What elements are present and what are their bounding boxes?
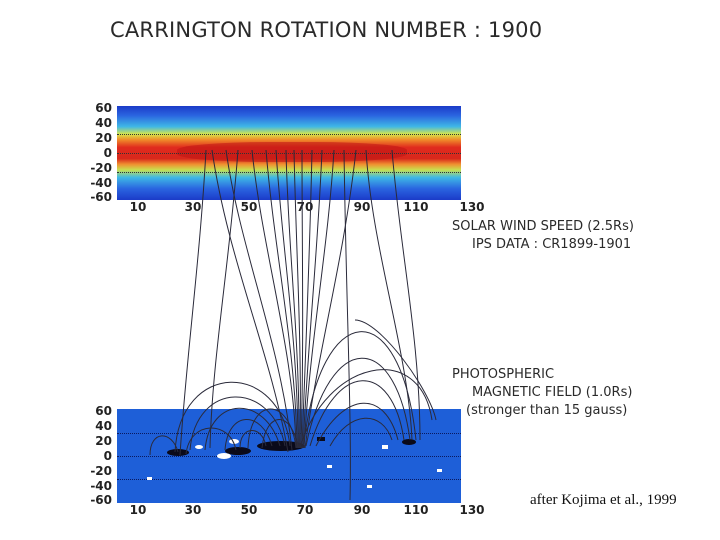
bottom-x-tick: 30 — [184, 503, 202, 517]
top-y-tick: 60 — [95, 101, 112, 115]
top-x-tick: 130 — [459, 200, 485, 214]
solar-wind-map — [117, 106, 461, 200]
bottom-x-tick: 130 — [459, 503, 485, 517]
bottom-x-tick: 70 — [296, 503, 314, 517]
gauss-threshold-label: (stronger than 15 gauss) — [466, 403, 628, 418]
bottom-y-tick: 0 — [103, 449, 112, 463]
top-y-tick: 20 — [95, 131, 112, 145]
bottom-x-tick: 10 — [129, 503, 147, 517]
solar-wind-label: SOLAR WIND SPEED (2.5Rs) — [452, 219, 634, 234]
bottom-y-tick: -20 — [90, 464, 112, 478]
magnetic-field-label: MAGNETIC FIELD (1.0Rs) — [472, 385, 633, 400]
ips-data-label: IPS DATA : CR1899-1901 — [472, 237, 632, 252]
top-x-tick: 90 — [353, 200, 371, 214]
bottom-x-tick: 110 — [403, 503, 429, 517]
chart-title: CARRINGTON ROTATION NUMBER : 1900 — [110, 18, 543, 42]
bottom-y-tick: 40 — [95, 419, 112, 433]
top-y-tick: -60 — [90, 190, 112, 204]
bottom-y-tick: 20 — [95, 434, 112, 448]
top-y-tick: -40 — [90, 176, 112, 190]
top-x-tick: 70 — [296, 200, 314, 214]
bottom-y-tick: 60 — [95, 404, 112, 418]
credit-text: after Kojima et al., 1999 — [530, 492, 677, 508]
bottom-x-tick: 50 — [240, 503, 258, 517]
bottom-y-tick: -40 — [90, 479, 112, 493]
photospheric-label: PHOTOSPHERIC — [452, 367, 555, 382]
bottom-y-tick: -60 — [90, 493, 112, 507]
magnetic-field-map — [117, 409, 461, 503]
top-x-tick: 50 — [240, 200, 258, 214]
top-y-tick: 40 — [95, 116, 112, 130]
top-y-tick: 0 — [103, 146, 112, 160]
top-y-tick: -20 — [90, 161, 112, 175]
top-x-tick: 110 — [403, 200, 429, 214]
bottom-x-tick: 90 — [353, 503, 371, 517]
top-x-tick: 10 — [129, 200, 147, 214]
top-x-tick: 30 — [184, 200, 202, 214]
